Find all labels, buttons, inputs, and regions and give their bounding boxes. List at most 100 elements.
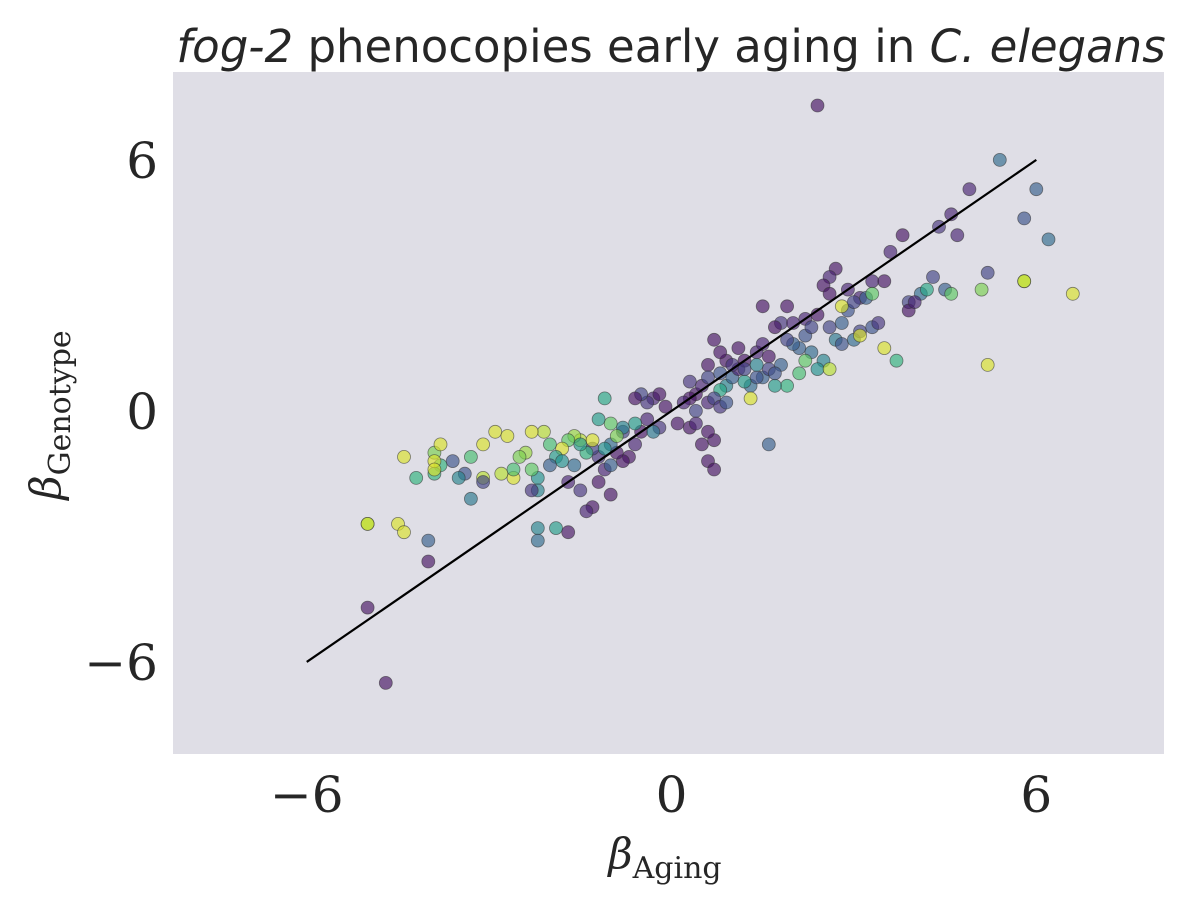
x-axis-symbol: β — [606, 829, 632, 878]
data-point — [360, 600, 375, 615]
data-point — [980, 265, 995, 280]
data-point — [603, 458, 618, 473]
data-point — [682, 374, 697, 389]
data-point — [463, 449, 478, 464]
data-point — [603, 416, 618, 431]
data-point — [360, 517, 375, 531]
x-axis-label: βAging — [606, 829, 721, 886]
data-point — [530, 533, 545, 548]
data-point — [597, 441, 612, 456]
x-tick-label: 6 — [1020, 766, 1052, 824]
data-point — [822, 286, 837, 301]
data-point — [463, 491, 478, 506]
data-point — [506, 462, 521, 477]
data-point — [920, 282, 934, 297]
x-axis-subscript: Aging — [632, 851, 722, 886]
data-point — [543, 458, 557, 473]
data-point — [926, 270, 940, 284]
data-point — [597, 391, 612, 406]
data-point — [701, 370, 715, 385]
data-point — [524, 483, 539, 498]
data-point — [974, 282, 989, 297]
data-point — [670, 416, 685, 431]
data-point — [713, 345, 728, 360]
data-point — [768, 378, 782, 393]
title-species: C. elegans — [930, 20, 1166, 73]
data-point — [549, 521, 563, 535]
title-gene: fog-2 — [176, 20, 293, 73]
data-point — [628, 391, 642, 406]
data-point — [877, 341, 892, 356]
data-point — [573, 437, 588, 452]
data-point — [640, 412, 655, 427]
y-tick-labels: −6 0 6 — [84, 132, 158, 692]
y-tick-label: −6 — [84, 634, 158, 692]
data-point — [847, 295, 861, 310]
data-point — [591, 412, 606, 427]
data-point — [822, 362, 837, 377]
data-point — [992, 152, 1007, 167]
y-axis-label: βGenotype — [21, 330, 78, 501]
data-point — [737, 374, 752, 389]
data-point — [476, 437, 491, 452]
data-point — [512, 449, 527, 464]
data-point — [834, 337, 849, 351]
data-point — [950, 228, 965, 243]
data-point — [780, 378, 794, 393]
fit-line — [306, 158, 1037, 663]
data-point — [883, 244, 898, 259]
data-point — [500, 429, 515, 443]
data-point — [792, 366, 807, 381]
data-point — [719, 395, 734, 410]
data-point — [834, 299, 849, 314]
data-point — [433, 437, 448, 452]
data-point — [427, 462, 442, 477]
data-point — [780, 299, 794, 314]
data-point — [755, 299, 770, 314]
data-point — [609, 429, 624, 443]
data-point — [731, 341, 746, 356]
data-point — [1017, 211, 1032, 226]
data-point — [822, 320, 837, 335]
y-axis-subscript: Genotype — [43, 330, 78, 475]
y-tick-label: 0 — [126, 383, 158, 441]
data-point — [555, 454, 569, 469]
data-point — [451, 470, 466, 485]
data-point — [476, 475, 491, 489]
data-point — [421, 533, 436, 548]
data-point — [810, 98, 825, 113]
data-point — [567, 458, 582, 473]
data-point — [810, 362, 825, 377]
data-point — [628, 416, 642, 431]
data-point — [798, 353, 813, 368]
data-point — [445, 454, 460, 469]
data-point — [646, 424, 661, 439]
data-point — [494, 466, 509, 481]
data-point — [658, 399, 673, 414]
data-point — [768, 320, 782, 335]
data-point — [585, 433, 600, 448]
data-point — [537, 424, 551, 439]
data-point — [543, 437, 557, 452]
data-point — [743, 391, 758, 406]
title-middle: phenocopies early aging in — [293, 20, 929, 73]
data-point — [761, 437, 776, 452]
fit-line-layer — [306, 158, 1037, 663]
data-point — [834, 316, 849, 330]
data-point — [749, 370, 764, 385]
data-point — [378, 676, 393, 690]
data-point — [1017, 274, 1032, 289]
data-point — [980, 357, 995, 372]
data-point — [561, 525, 576, 540]
data-point — [591, 475, 606, 489]
data-point — [1065, 286, 1080, 301]
data-point — [737, 362, 752, 377]
data-point — [524, 462, 539, 477]
data-point — [397, 449, 411, 464]
x-tick-label: −6 — [270, 766, 344, 824]
data-points — [360, 98, 1080, 690]
y-axis-symbol: β — [21, 475, 70, 501]
data-point — [1041, 232, 1056, 247]
data-point — [804, 320, 819, 335]
